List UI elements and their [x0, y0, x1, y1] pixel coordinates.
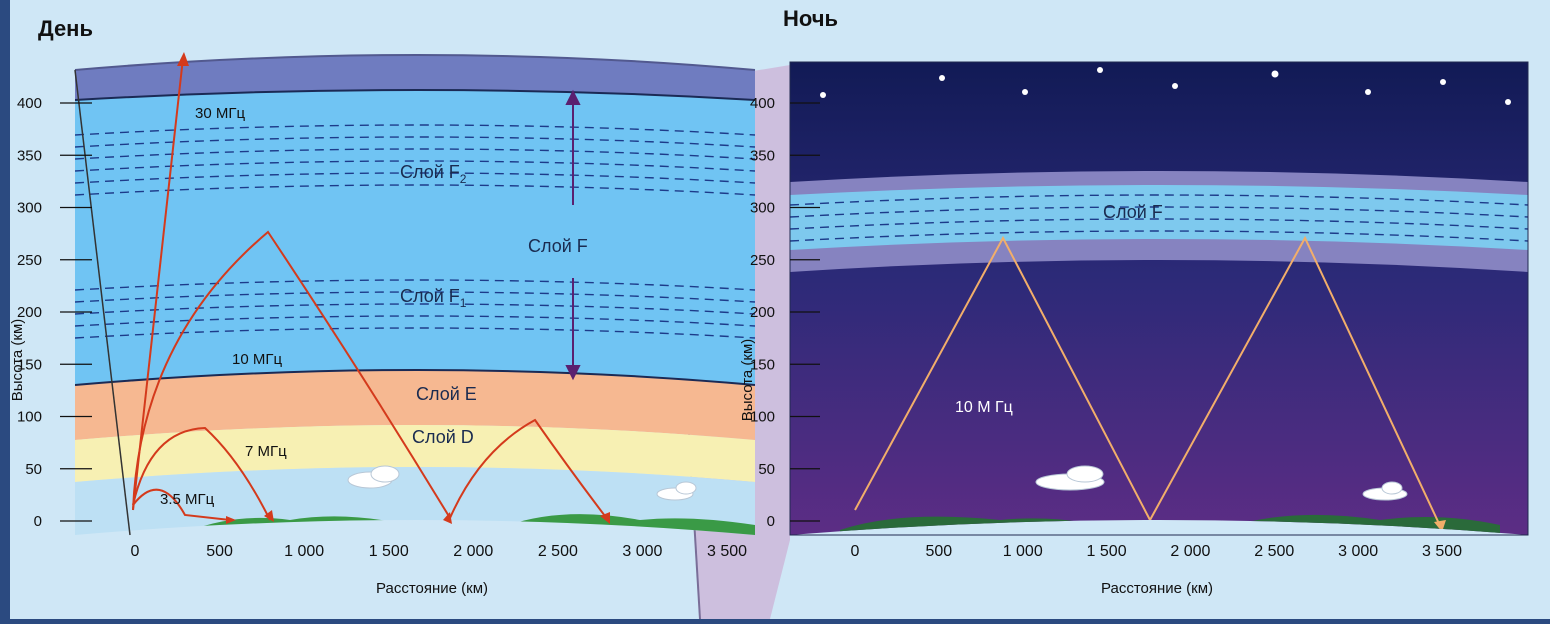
ray-3-5mhz: [132, 488, 231, 521]
day-y-tick-label-200: 200: [17, 304, 42, 321]
day-e-boundary: [75, 369, 755, 386]
night-x-tick-label-2: 1 000: [1003, 543, 1043, 560]
day-top-edge: [74, 54, 756, 71]
day-y-tick-label-50: 50: [25, 461, 42, 478]
night-freq-10mhz-label: 10 М Гц: [955, 399, 1013, 416]
night-frame: [789, 61, 1529, 536]
night-panel: [789, 61, 1529, 536]
day-x-tick-label-7: 3 500: [707, 543, 747, 560]
ray-7mhz-hop: [449, 418, 609, 521]
day-layer-d-label: Слой D: [412, 427, 474, 447]
night-y-tick-label-100: 100: [750, 409, 775, 426]
freq-30mhz-label: 30 МГц: [195, 105, 245, 122]
night-y-tick-label-0: 0: [767, 513, 775, 530]
day-y-tick-label-100: 100: [17, 409, 42, 426]
day-x-tick-label-3: 1 500: [369, 543, 409, 560]
day-x-tick-label-2: 1 000: [284, 543, 324, 560]
day-layer-f-band: [75, 90, 755, 395]
day-layer-f-label: Слой F: [528, 236, 588, 256]
night-y-tick-label-50: 50: [758, 461, 775, 478]
night-title: Ночь: [783, 6, 838, 31]
night-x-tick-label-3: 1 500: [1087, 543, 1127, 560]
night-f-dashes: [790, 194, 1528, 242]
day-x-tick-label-4: 2 000: [453, 543, 493, 560]
night-y-tick-label-350: 350: [750, 147, 775, 164]
day-top-boundary: [75, 89, 755, 101]
day-y-label: Высота (км): [9, 319, 26, 402]
night-sky: [790, 62, 1528, 535]
night-x-tick-label-4: 2 000: [1170, 543, 1210, 560]
day-y-tick-label-0: 0: [34, 513, 42, 530]
day-x-tick-label-1: 500: [206, 543, 233, 560]
day-x-label: Расстояние (км): [376, 580, 488, 597]
f-span-arrow: [565, 89, 581, 381]
night-layer-f-label: Слой F: [1103, 202, 1163, 222]
night-x-tick-label-7: 3 500: [1422, 543, 1462, 560]
freq-3-5mhz-label: 3.5 МГц: [160, 491, 215, 508]
day-y-axis: 0 50 100 150 200 250 300 350 400: [17, 95, 92, 530]
night-cloud-2: [1362, 481, 1408, 501]
day-x-axis: 0 500 1 000 1 500 2 000 2 500 3 000 3 500: [131, 543, 748, 560]
day-y-tick-label-300: 300: [17, 200, 42, 217]
night-x-tick-label-0: 0: [851, 543, 860, 560]
ray-30mhz: [132, 57, 184, 511]
day-layer-f1-label: Слой F1: [400, 286, 467, 310]
night-x-axis: 0 500 1 000 1 500 2 000 2 500 3 000 3 500: [851, 543, 1463, 560]
night-y-tick-label-200: 200: [750, 304, 775, 321]
day-x-tick-label-5: 2 500: [538, 543, 578, 560]
day-cloud-1: [347, 465, 400, 489]
day-layer-f2-label: Слой F2: [400, 162, 467, 186]
night-x-tick-label-5: 2 500: [1254, 543, 1294, 560]
day-cloud-2: [656, 481, 697, 501]
freq-7mhz-label: 7 МГц: [245, 443, 287, 460]
ray-7mhz: [132, 426, 271, 521]
ray-10mhz-up: [132, 230, 451, 519]
day-title: День: [38, 16, 93, 41]
night-x-tick-label-1: 500: [926, 543, 953, 560]
day-ray-heads: [177, 52, 610, 524]
day-left-edge: [74, 69, 131, 536]
night-y-tick-label-250: 250: [750, 252, 775, 269]
night-y-tick-label-150: 150: [750, 356, 775, 373]
day-y-tick-label-350: 350: [17, 147, 42, 164]
night-x-tick-label-6: 3 000: [1338, 543, 1378, 560]
day-layer-e-band: [75, 370, 755, 440]
day-y-tick-label-400: 400: [17, 95, 42, 112]
day-f1-dashes: [75, 279, 755, 339]
day-layer-e-label: Слой E: [416, 384, 477, 404]
day-y-tick-label-250: 250: [17, 252, 42, 269]
night-cloud-1: [1035, 465, 1105, 491]
day-x-tick-label-0: 0: [131, 543, 140, 560]
freq-10mhz-label: 10 МГц: [232, 351, 282, 368]
night-y-tick-label-400: 400: [750, 95, 775, 112]
night-y-axis: 0 50 100 150 200 250 300 350 400: [750, 95, 820, 530]
stars: [820, 67, 1511, 105]
night-x-label: Расстояние (км): [1101, 580, 1213, 597]
night-ray-10mhz: [854, 235, 1443, 531]
day-layer-d-band: [75, 425, 755, 482]
day-x-tick-label-6: 3 000: [622, 543, 662, 560]
night-y-tick-label-300: 300: [750, 200, 775, 217]
day-rays: [132, 57, 609, 521]
day-y-tick-label-150: 150: [17, 356, 42, 373]
night-y-label: Высота (км): [739, 339, 756, 422]
